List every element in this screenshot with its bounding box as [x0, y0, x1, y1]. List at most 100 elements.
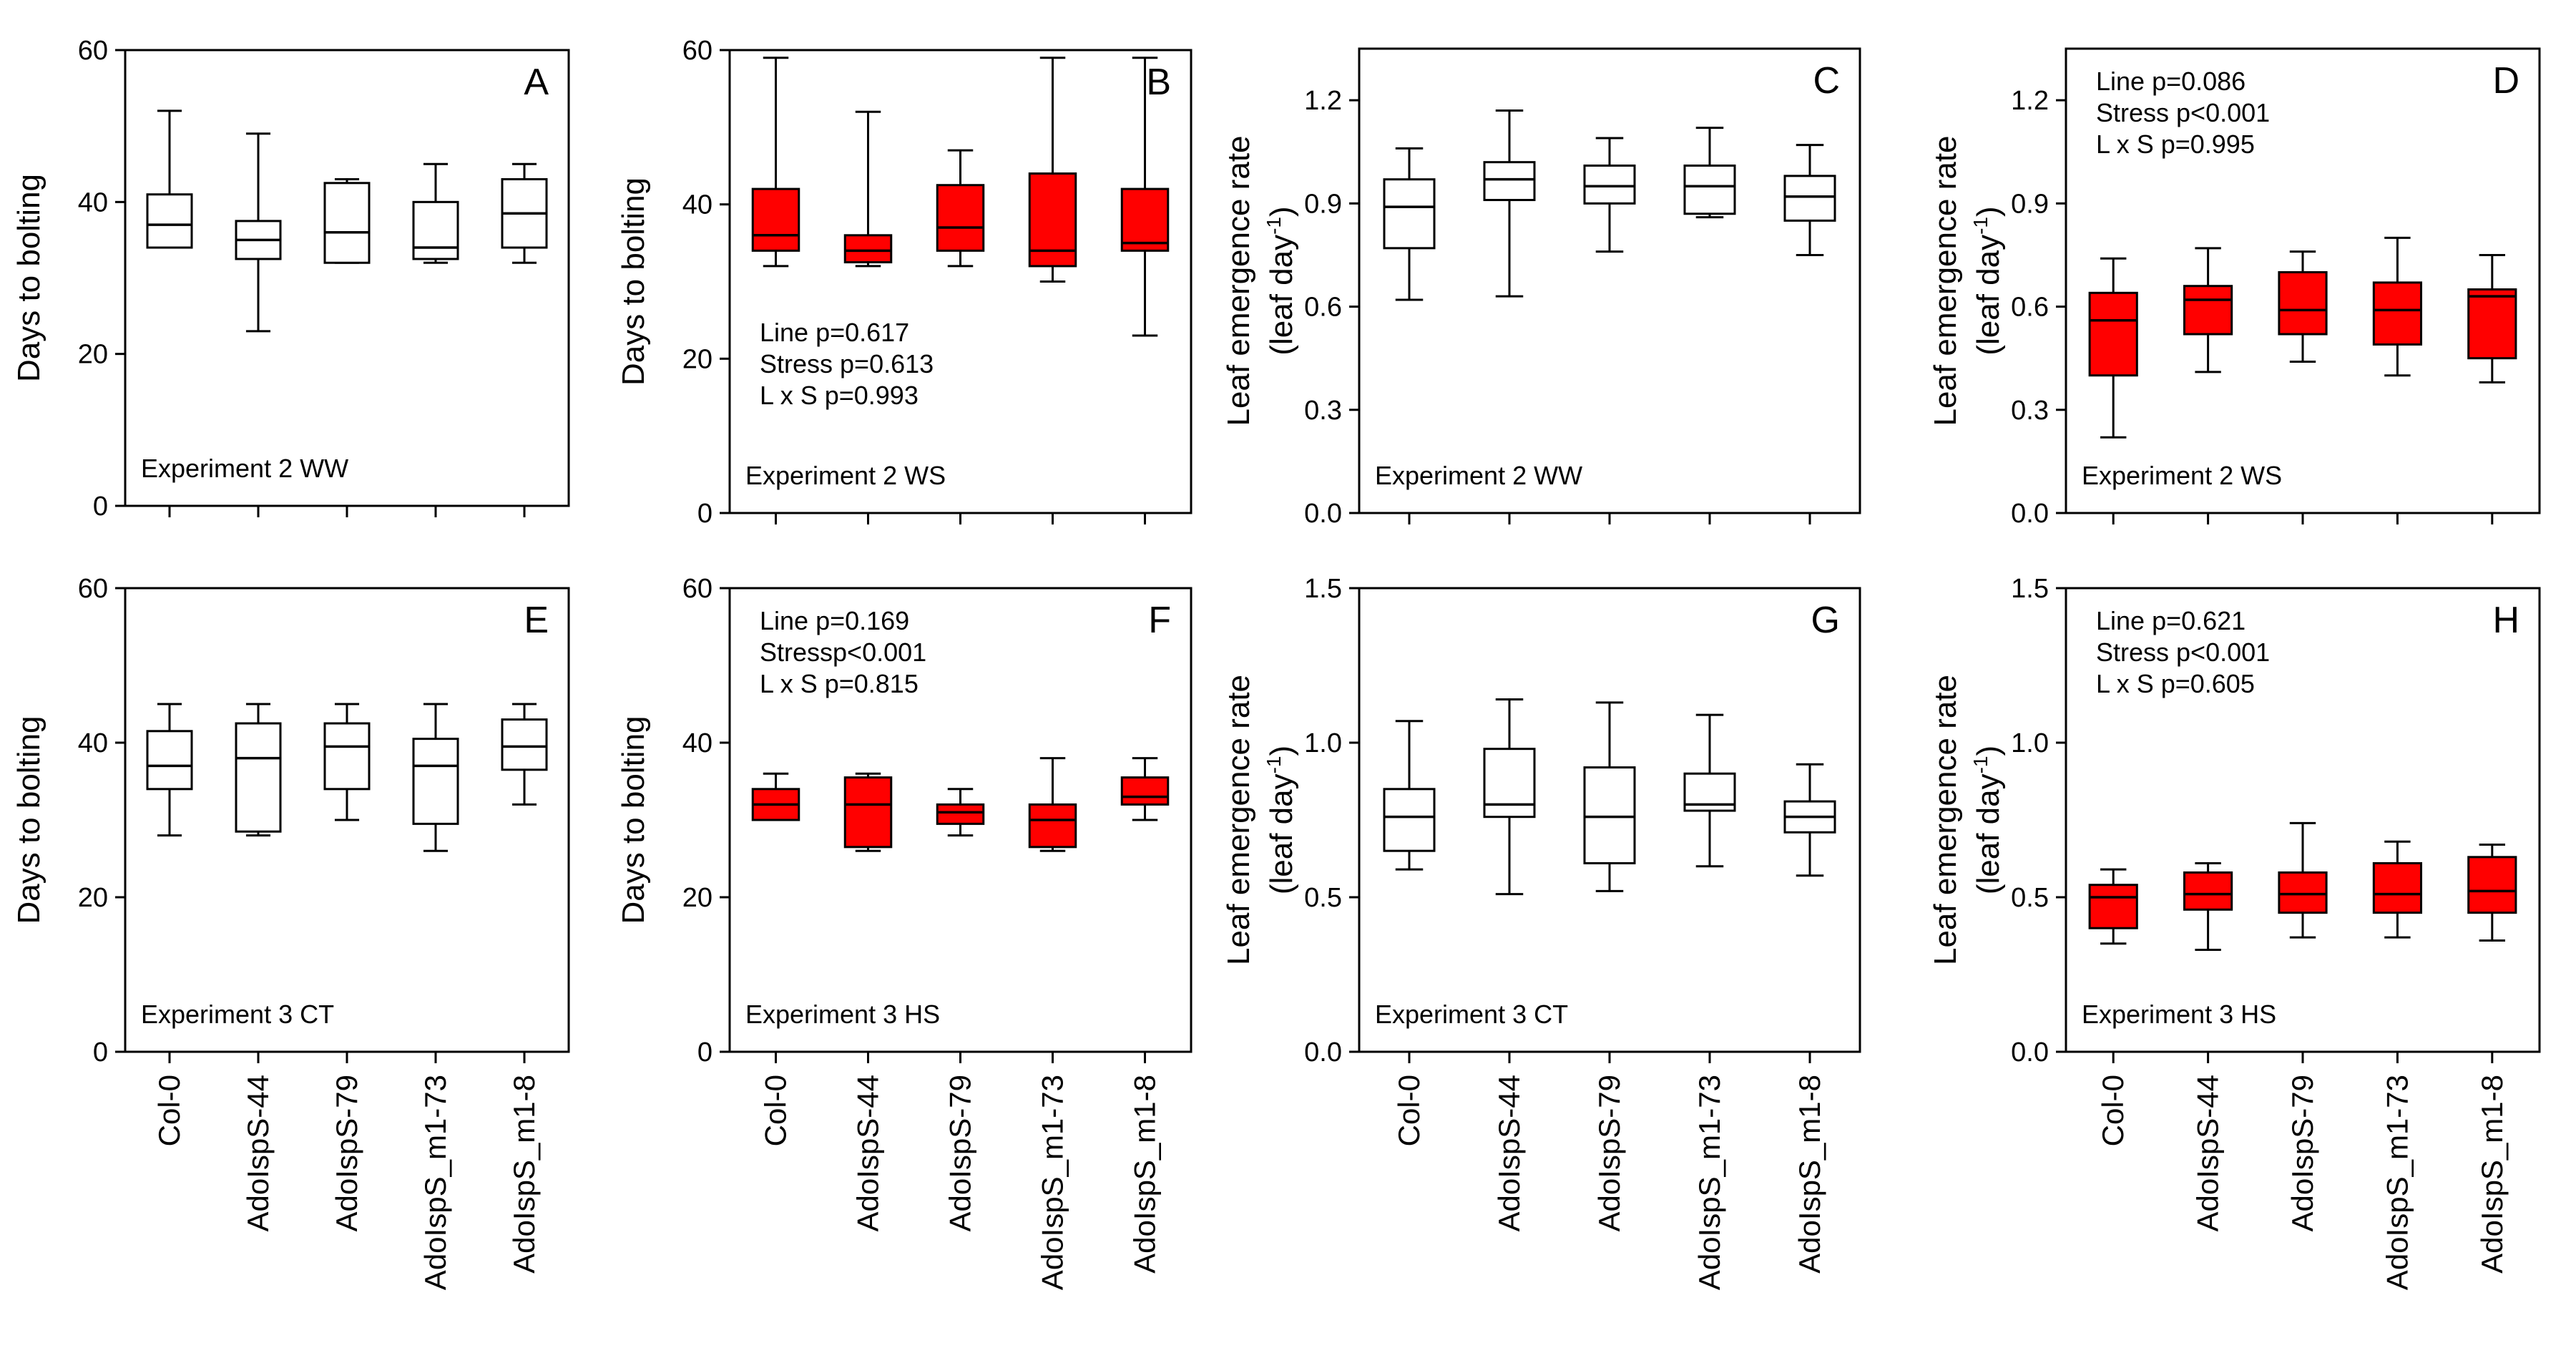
experiment-caption: Experiment 2 WS: [2082, 461, 2282, 490]
box-4: [1028, 757, 1077, 852]
panel-letter: A: [524, 62, 549, 103]
box-2: [1483, 698, 1536, 896]
iqr-box: [843, 776, 893, 849]
y-tick-label: 40: [78, 187, 108, 218]
iqr-box: [2183, 285, 2233, 336]
iqr-box: [2278, 270, 2328, 336]
y-tick-label: 40: [682, 190, 712, 220]
box-1: [751, 57, 800, 268]
y-axis-unit-exponent: -1: [1263, 756, 1285, 773]
experiment-caption: Experiment 3 HS: [2082, 1000, 2276, 1029]
iqr-box: [843, 234, 893, 264]
y-axis-label: Days to bolting: [616, 715, 651, 924]
stats-line: Stress p<0.001: [2096, 98, 2270, 127]
box-5: [1783, 144, 1836, 256]
y-tick-label: 0.3: [2011, 396, 2049, 426]
iqr-box: [2372, 281, 2423, 346]
y-axis-label: Leaf emergence rate: [1221, 135, 1256, 426]
iqr-box: [1120, 187, 1170, 252]
box-1: [146, 109, 193, 249]
x-category-label: AdoIspS_m1-8: [1793, 1075, 1826, 1274]
box-2: [235, 132, 282, 333]
y-axis-label: Leaf emergence rate: [1221, 675, 1256, 965]
box-4: [2372, 840, 2423, 939]
box-5: [2467, 844, 2517, 942]
experiment-caption: Experiment 3 CT: [1375, 1000, 1568, 1029]
box-1: [2088, 257, 2138, 439]
x-category-label: AdoIspS-44: [2191, 1075, 2225, 1231]
box-2: [2183, 861, 2233, 951]
y-tick-label: 60: [682, 574, 712, 604]
experiment-caption: Experiment 2 WW: [141, 454, 348, 483]
experiment-caption: Experiment 2 WW: [1375, 461, 1582, 490]
stats-line: L x S p=0.815: [760, 669, 919, 698]
y-axis-unit-close: ): [1971, 746, 2006, 756]
y-tick-label: 0.5: [1304, 883, 1342, 913]
box-5: [1120, 757, 1170, 821]
x-category-label: Col-0: [2096, 1075, 2130, 1146]
box-4: [412, 703, 459, 852]
stats-line: Stress p=0.613: [760, 349, 934, 378]
y-axis-unit-text: (leaf day: [1971, 773, 2006, 894]
stats-line: L x S p=0.995: [2096, 130, 2255, 159]
iqr-box: [1583, 766, 1636, 864]
y-tick-label: 0.9: [1304, 189, 1342, 219]
x-category-label: AdoIspS_m1-8: [507, 1075, 541, 1274]
panel-b: 0 20 40 60 Days to bolting B Experiment 2 WS Li…: [616, 36, 1192, 529]
box-3: [2278, 250, 2328, 363]
y-tick-label: 20: [682, 344, 712, 374]
plot-frame: [728, 49, 1192, 514]
x-category-label: AdoIspS-44: [1492, 1075, 1526, 1231]
y-tick-label: 0.0: [2011, 1037, 2049, 1068]
iqr-box: [2183, 871, 2233, 911]
y-tick-label: 0.0: [1304, 1037, 1342, 1068]
stats-line: Line p=0.621: [2096, 606, 2246, 635]
box-2: [235, 703, 282, 837]
y-axis-label: Leaf emergence rate: [1928, 135, 1963, 426]
stats-line: Line p=0.086: [2096, 67, 2246, 96]
box-3: [1583, 137, 1636, 253]
x-category-label: AdoIspS_m1-73: [1036, 1075, 1069, 1290]
iqr-box: [412, 738, 459, 825]
panel-h: 0.0 0.5 1.0 1.5 Leaf emergence rate (leaf day…: [1928, 574, 2541, 1290]
panel-e: 0 20 40 60 Days to bolting E Experiment 3 CT Co…: [11, 574, 570, 1290]
panel-letter: C: [1813, 60, 1840, 102]
y-tick-label: 1.0: [2011, 728, 2049, 758]
y-tick-label: 60: [78, 574, 108, 604]
x-category-label: AdoIspS_m1-73: [418, 1075, 452, 1290]
box-4: [2372, 236, 2423, 377]
y-axis-unit: (leaf day-1): [1969, 206, 2006, 355]
iqr-box: [936, 803, 985, 825]
box-3: [323, 177, 371, 264]
box-2: [1483, 109, 1536, 298]
panel-letter: D: [2492, 60, 2519, 102]
box-1: [751, 772, 800, 821]
box-2: [2183, 247, 2233, 373]
y-tick-label: 60: [682, 36, 712, 66]
x-category-label: AdoIspS_m1-8: [1128, 1075, 1162, 1274]
x-category-label: AdoIspS-79: [330, 1075, 363, 1231]
experiment-caption: Experiment 2 WS: [745, 461, 946, 490]
y-axis-unit: (leaf day-1): [1969, 746, 2006, 894]
x-category-label: Col-0: [759, 1075, 793, 1146]
iqr-box: [1483, 161, 1536, 202]
x-category-label: AdoIspS_m1-8: [2475, 1075, 2509, 1274]
y-tick-label: 0: [697, 1037, 712, 1068]
iqr-box: [1028, 803, 1077, 849]
y-axis-unit-text: (leaf day: [1264, 235, 1299, 356]
y-tick-label: 20: [78, 340, 108, 370]
y-tick-label: 20: [682, 883, 712, 913]
x-category-label: Col-0: [152, 1075, 186, 1146]
y-tick-label: 0.6: [2011, 293, 2049, 323]
y-tick-label: 0.0: [1304, 499, 1342, 529]
panel-letter: E: [524, 600, 549, 641]
y-tick-label: 1.0: [1304, 728, 1342, 758]
x-category-label: AdoIspS_m1-73: [1693, 1075, 1726, 1290]
y-axis-unit-exponent: -1: [1969, 217, 1992, 235]
stats-line: Line p=0.617: [760, 318, 909, 347]
y-tick-label: 0: [93, 492, 108, 522]
box-3: [936, 788, 985, 837]
iqr-box: [1028, 172, 1077, 268]
box-5: [501, 703, 548, 806]
